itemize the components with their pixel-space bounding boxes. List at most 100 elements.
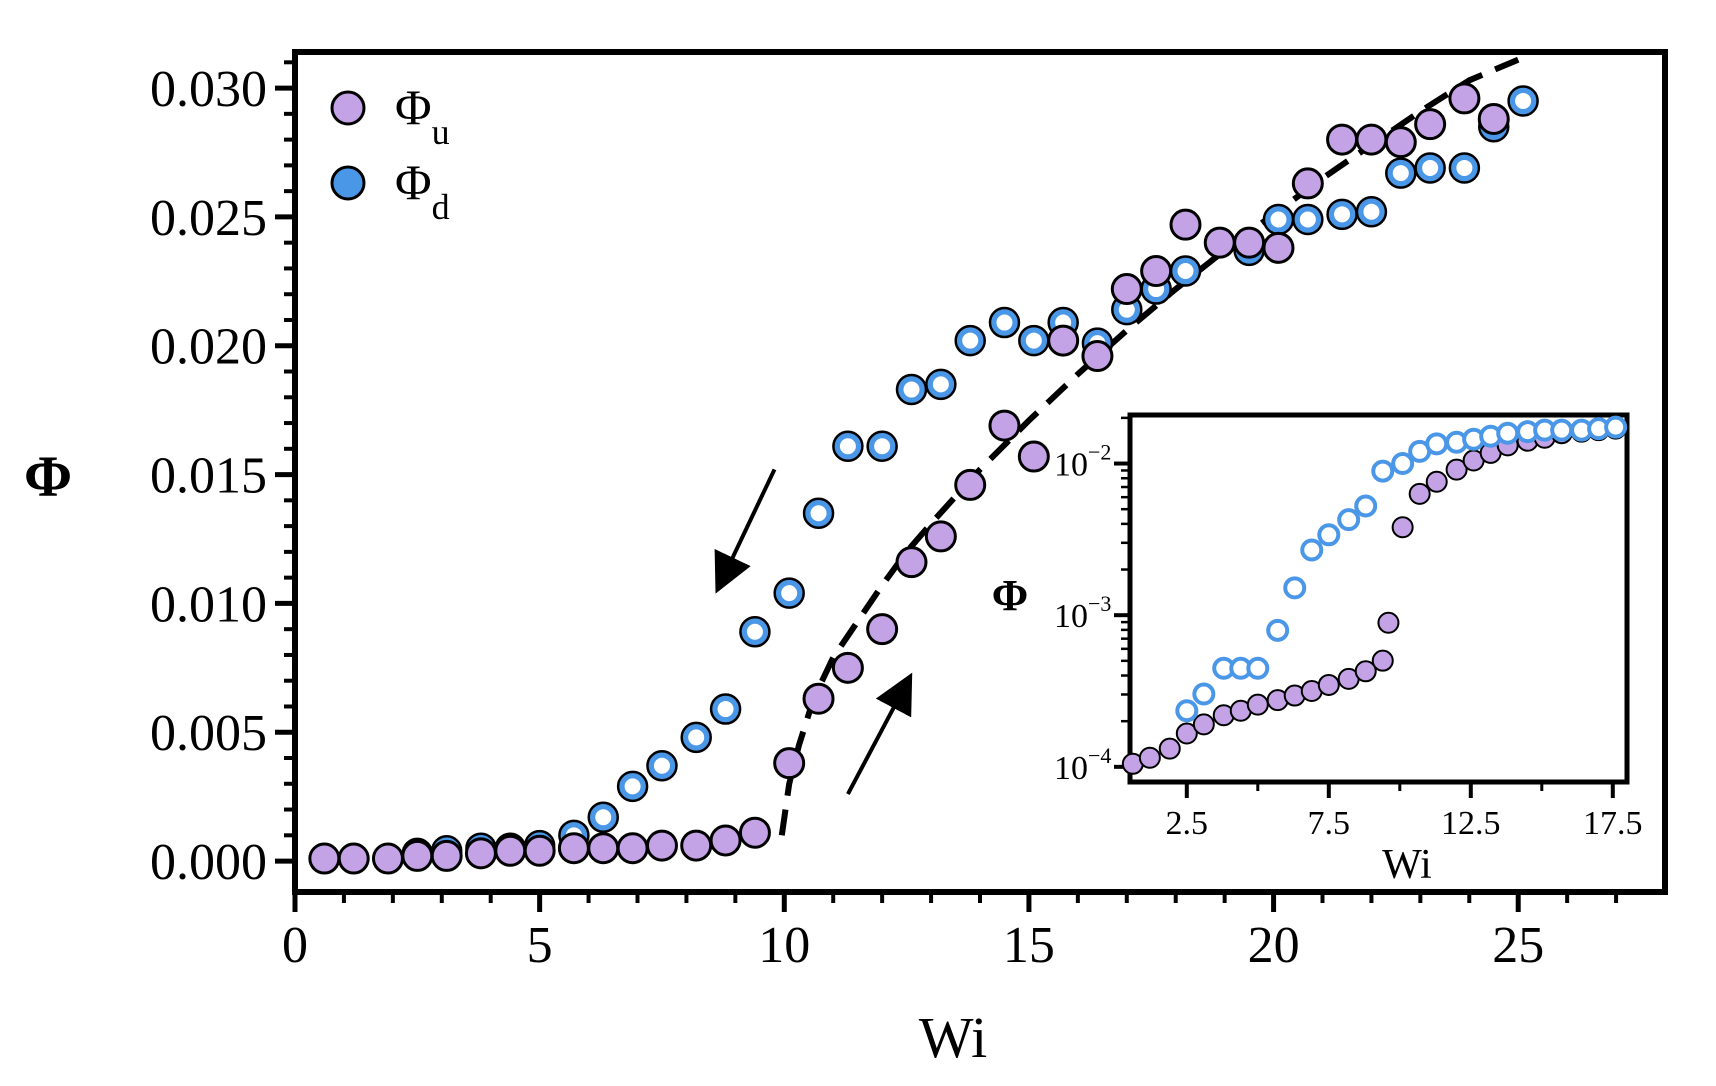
phi-d-point-hole	[903, 381, 920, 398]
phi-u-point	[1384, 126, 1417, 159]
phi-u-point	[738, 816, 771, 849]
phi-d-point-hole	[839, 438, 856, 455]
phi-u-point	[1110, 273, 1143, 306]
phi-u-point	[1081, 340, 1114, 373]
phi-d-point-hole	[1025, 332, 1042, 349]
y-tick-label: 0.025	[150, 190, 267, 247]
phi-d-point-hole	[1363, 203, 1380, 220]
phi-d-point-hole	[746, 623, 763, 640]
inset-phi-d-point	[1496, 421, 1520, 445]
inset-phi-d-point	[1391, 452, 1415, 476]
legend-label-phi-u: Φu	[395, 79, 450, 152]
y-tick-label: 0.010	[150, 576, 267, 633]
y-tick-label: 0.015	[150, 448, 267, 505]
x-axis-title: Wi	[919, 1005, 988, 1070]
inset-phi-u-point	[1192, 713, 1215, 736]
legend: Φu Φd	[330, 79, 450, 227]
y-tick-label: 0.005	[150, 705, 267, 762]
phi-d-point-hole	[874, 438, 891, 455]
inset-x-tick-label: 12.5	[1441, 805, 1501, 842]
phi-u-point	[988, 409, 1021, 442]
phi-u-point	[895, 546, 928, 579]
inset-x-axis: 2.5 7.5 12.5 17.5	[1166, 782, 1643, 842]
y-tick-label: 0.030	[150, 61, 267, 118]
phi-u-point	[773, 747, 806, 780]
inset-phi-u-point	[1175, 722, 1198, 745]
inset-phi-d-point	[1175, 699, 1199, 723]
phi-d-point-hole	[1392, 165, 1409, 182]
arrow-decreasing	[714, 468, 777, 594]
direction-arrows	[714, 468, 913, 796]
x-tick-label: 25	[1492, 917, 1544, 974]
phi-d-point-hole	[810, 505, 827, 522]
inset-phi-u-point	[1138, 746, 1161, 769]
phi-u-point	[1477, 102, 1510, 135]
inset-x-tick-label: 17.5	[1583, 805, 1643, 842]
y-tick-label: 0.020	[150, 319, 267, 376]
inset-phi-d-point	[1604, 415, 1628, 439]
inset-phi-d-point	[1283, 576, 1307, 600]
inset-phi-d-point	[1317, 523, 1341, 547]
phi-d-point-hole	[1270, 211, 1287, 228]
phi-u-point	[831, 651, 864, 684]
legend-label-phi-d-sub: d	[432, 187, 450, 227]
inset-phi-u-series	[1121, 417, 1627, 775]
phi-d-point-hole	[653, 757, 670, 774]
phi-d-point-hole	[1422, 159, 1439, 176]
inset-phi-d-point	[1246, 656, 1270, 680]
inset-y-axis: 10−410−310−2	[1054, 416, 1130, 787]
phi-u-point	[645, 829, 678, 862]
inset-phi-u-point	[1391, 516, 1414, 539]
phi-u-point	[464, 837, 497, 870]
inset-phi-u-point	[1158, 737, 1181, 760]
inset-phi-d-point	[1371, 459, 1395, 483]
phi-u-point	[954, 468, 987, 501]
legend-marker-phi-d	[330, 165, 366, 201]
arrow-increasing	[846, 672, 913, 796]
inset-y-tick-base: 10	[1054, 750, 1088, 787]
inset-phi-d-point	[1337, 508, 1361, 532]
phi-u-point	[709, 824, 742, 857]
phi-d-point-hole	[1177, 263, 1194, 280]
inset-phi-u-point	[1246, 693, 1269, 716]
phi-d-point-hole	[962, 332, 979, 349]
legend-label-phi-u-sub: u	[432, 112, 450, 152]
fit-curve-layer	[778, 56, 1520, 836]
x-tick-label: 20	[1248, 917, 1300, 974]
phi-u-point	[1262, 231, 1295, 264]
inset-x-tick-label: 2.5	[1166, 805, 1209, 842]
inset-x-axis-title: Wi	[1382, 842, 1432, 888]
phi-u-point	[1291, 167, 1324, 200]
phi-d-point-hole	[1299, 211, 1316, 228]
phi-u-point	[401, 839, 434, 872]
phi-u-point	[557, 832, 590, 865]
inset-phi-d-point	[1354, 494, 1378, 518]
inset-phi-u-point	[1445, 458, 1468, 481]
phi-u-point	[1017, 440, 1050, 473]
inset-phi-u-point	[1317, 673, 1340, 696]
legend-label-phi-u-main: Φ	[395, 79, 432, 135]
phi-d-point-hole	[595, 809, 612, 826]
phi-u-point	[866, 613, 899, 646]
inset-phi-d-point	[1300, 538, 1324, 562]
inset-phi-u-point	[1371, 649, 1394, 672]
phi-d-point-hole	[688, 729, 705, 746]
inset-phi-u-point	[1377, 611, 1400, 634]
inset-x-tick-label: 7.5	[1308, 805, 1351, 842]
phi-u-point	[494, 834, 527, 867]
legend-marker-phi-u	[330, 90, 366, 126]
phi-u-point	[1414, 108, 1447, 141]
phi-d-point-hole	[1334, 206, 1351, 223]
phi-u-point	[616, 832, 649, 865]
phi-u-point	[587, 832, 620, 865]
inset-y-tick-exponent: −4	[1088, 743, 1111, 768]
legend-label-phi-d-main: Φ	[395, 154, 432, 210]
inset-y-tick-base: 10	[1054, 447, 1088, 484]
inset-y-axis-title: Φ	[992, 571, 1028, 620]
main-x-axis: 0 5 10 15 20 25	[282, 892, 1619, 974]
phi-d-point-hole	[717, 701, 734, 718]
inset-phi-d-point	[1425, 432, 1449, 456]
phi-u-series	[308, 82, 1510, 875]
inset-phi-u-point	[1354, 660, 1377, 683]
